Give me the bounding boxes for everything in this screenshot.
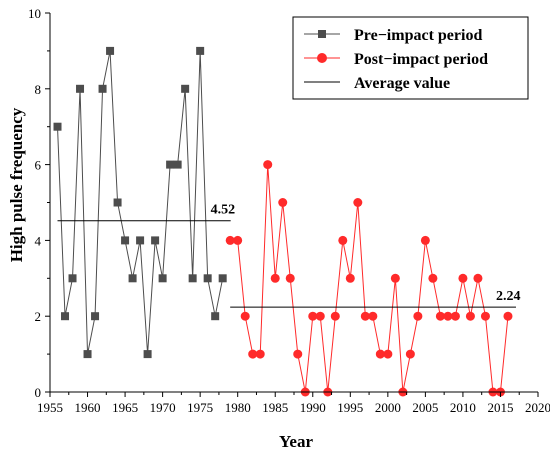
legend-average-label: Average value — [354, 75, 450, 92]
post-impact-point — [503, 311, 513, 321]
post-impact-point — [405, 349, 415, 359]
legend-post-marker — [317, 53, 327, 63]
legend-pre-label: Pre−impact period — [354, 27, 482, 44]
pre-impact-point — [106, 46, 115, 55]
average-label-0: 4.52 — [211, 203, 236, 218]
post-impact-point — [330, 311, 340, 321]
legend-post-label: Post−impact period — [354, 51, 488, 68]
post-impact-point — [345, 273, 355, 283]
post-impact-point — [435, 311, 445, 321]
post-impact-point — [338, 235, 348, 245]
series-line-0 — [57, 50, 224, 355]
post-impact-point — [390, 273, 400, 283]
post-impact-point — [458, 273, 468, 283]
x-tick-label: 1955 — [37, 400, 63, 415]
post-impact-point — [480, 311, 490, 321]
pre-impact-point — [53, 122, 62, 131]
pre-impact-point — [173, 160, 182, 169]
post-impact-point — [420, 235, 430, 245]
x-tick-label: 1960 — [75, 400, 101, 415]
pre-impact-point — [211, 312, 220, 321]
post-impact-point — [233, 235, 243, 245]
post-impact-point — [263, 160, 273, 170]
y-tick-label: 0 — [35, 385, 42, 400]
post-impact-point — [465, 311, 475, 321]
legend: Pre−impact period Post−impact period Ave… — [292, 16, 529, 100]
pre-impact-point — [91, 312, 100, 321]
pre-impact-point — [136, 236, 145, 245]
post-impact-point — [473, 273, 483, 283]
plot-layer: 4.52 2.24 — [53, 46, 521, 397]
pre-impact-point — [143, 350, 152, 359]
y-tick-label: 2 — [35, 309, 42, 324]
post-impact-point — [375, 349, 385, 359]
average-label-1: 2.24 — [496, 289, 521, 304]
y-tick-label: 4 — [35, 233, 42, 248]
x-tick-label: 2015 — [487, 400, 513, 415]
x-axis-title: Year — [279, 432, 313, 451]
pre-impact-point — [61, 312, 70, 321]
pre-impact-point — [128, 274, 137, 283]
pre-impact-point — [98, 84, 107, 93]
post-impact-point — [270, 273, 280, 283]
pre-impact-point — [68, 274, 77, 283]
x-tick-label: 1985 — [262, 400, 288, 415]
axis-layer: 1955 1960 1965 1970 1975 1980 1985 1990 1995 2000… — [28, 6, 550, 415]
pre-impact-point — [151, 236, 160, 245]
post-impact-point — [443, 311, 453, 321]
pre-impact-point — [166, 160, 175, 169]
pre-impact-point — [113, 198, 122, 207]
y-axis-title: High pulse frequency — [7, 107, 26, 262]
x-tick-label: 2010 — [450, 400, 476, 415]
post-impact-point — [315, 311, 325, 321]
x-tick-label: 2005 — [412, 400, 438, 415]
legend-pre-marker — [318, 30, 326, 38]
post-impact-point — [248, 349, 258, 359]
post-impact-point — [278, 198, 288, 207]
post-impact-point — [255, 349, 265, 359]
x-tick-label: 1970 — [150, 400, 176, 415]
post-impact-point — [368, 311, 378, 321]
post-impact-point — [240, 311, 250, 321]
post-impact-point — [293, 349, 303, 359]
pre-impact-point — [203, 274, 212, 283]
pre-impact-point — [76, 84, 85, 93]
y-tick-label: 10 — [28, 6, 41, 21]
x-tick-label: 1995 — [337, 400, 363, 415]
pre-impact-point — [158, 274, 167, 283]
pre-impact-point — [218, 274, 227, 283]
y-tick-label: 6 — [35, 158, 42, 173]
post-impact-point — [413, 311, 423, 321]
post-impact-point — [383, 349, 393, 359]
pre-impact-point — [181, 84, 190, 93]
x-tick-label: 2000 — [375, 400, 401, 415]
post-impact-point — [225, 235, 235, 245]
post-impact-point — [360, 311, 370, 321]
pre-impact-point — [83, 350, 92, 359]
x-tick-label: 1965 — [112, 400, 138, 415]
y-tick-label: 8 — [35, 82, 42, 97]
x-tick-label: 1975 — [187, 400, 213, 415]
post-impact-point — [428, 273, 438, 283]
x-tick-label: 2020 — [525, 400, 550, 415]
pre-impact-point — [121, 236, 130, 245]
x-tick-label: 1990 — [300, 400, 326, 415]
post-impact-point — [450, 311, 460, 321]
post-impact-point — [308, 311, 318, 321]
pre-impact-point — [196, 46, 205, 55]
post-impact-point — [285, 273, 295, 283]
pre-impact-point — [188, 274, 197, 283]
post-impact-point — [353, 198, 363, 207]
x-tick-label: 1980 — [225, 400, 251, 415]
